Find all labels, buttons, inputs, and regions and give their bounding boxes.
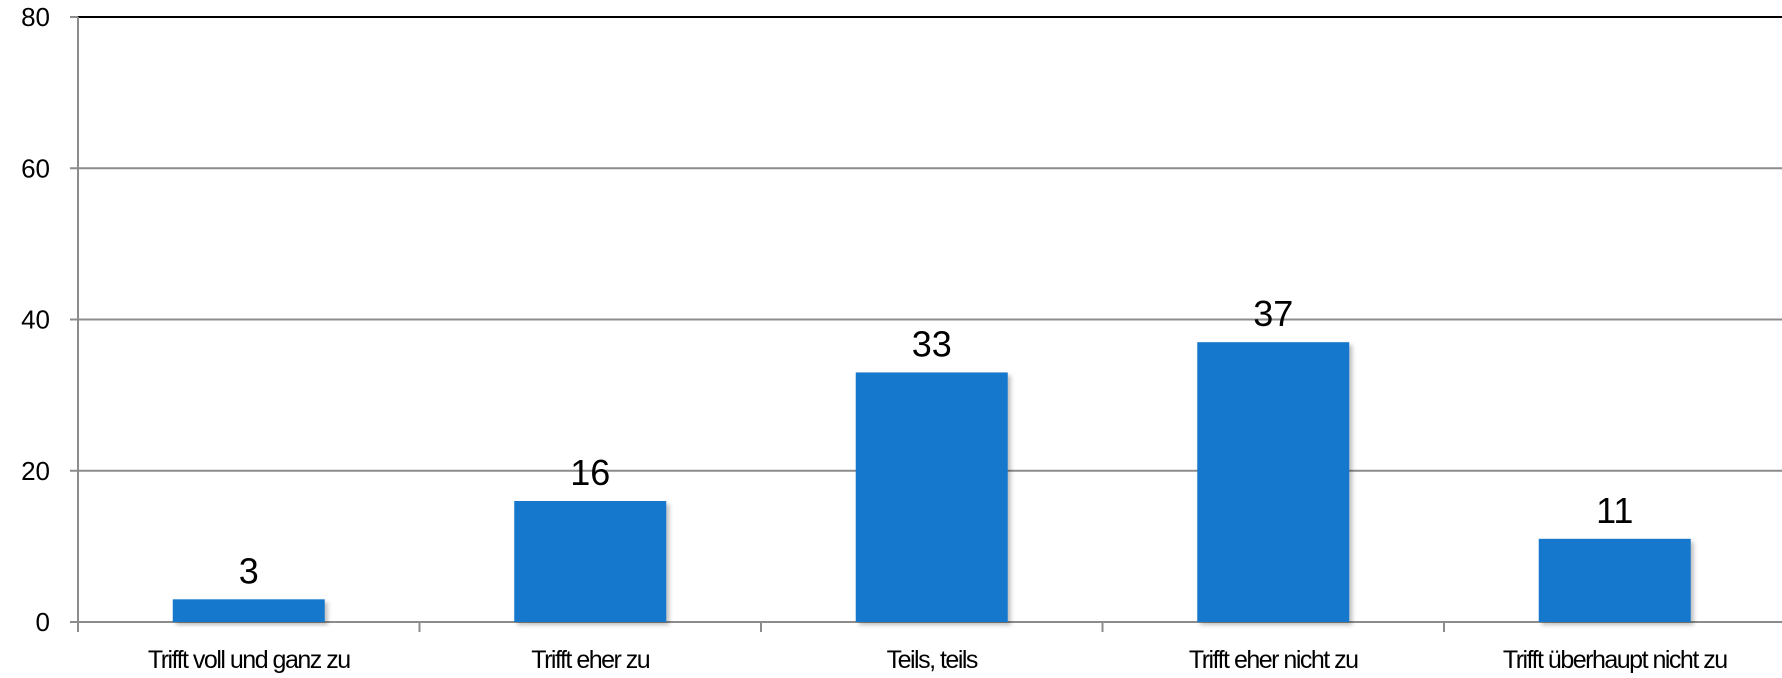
bar: [1538, 538, 1691, 622]
bar: [1197, 342, 1350, 622]
y-tick-label: 20: [21, 456, 50, 486]
data-label: 16: [570, 452, 610, 493]
labels: 0 20 40 60 80 3 Trifft voll und ganz zu 16 Triff…: [21, 2, 1729, 674]
bars: [172, 342, 1691, 622]
y-tick-label: 0: [36, 607, 50, 637]
data-label: 11: [1596, 490, 1633, 531]
data-label: 3: [239, 550, 259, 591]
data-label: 33: [912, 323, 952, 364]
x-tick-label: Teils, teils: [887, 646, 978, 674]
y-tick-label: 80: [21, 2, 50, 32]
x-tick-label: Trifft voll und ganz zu: [148, 646, 350, 674]
data-label: 37: [1253, 293, 1293, 334]
y-tick-label: 40: [21, 305, 50, 335]
y-tick-label: 60: [21, 153, 50, 183]
x-tick-label: Trifft eher nicht zu: [1189, 646, 1358, 674]
x-tick-label: Trifft eher zu: [531, 646, 650, 674]
bar: [855, 372, 1008, 622]
bar: [172, 599, 325, 622]
x-tick-label: Trifft überhaupt nicht zu: [1503, 646, 1727, 674]
bar: [514, 501, 667, 622]
